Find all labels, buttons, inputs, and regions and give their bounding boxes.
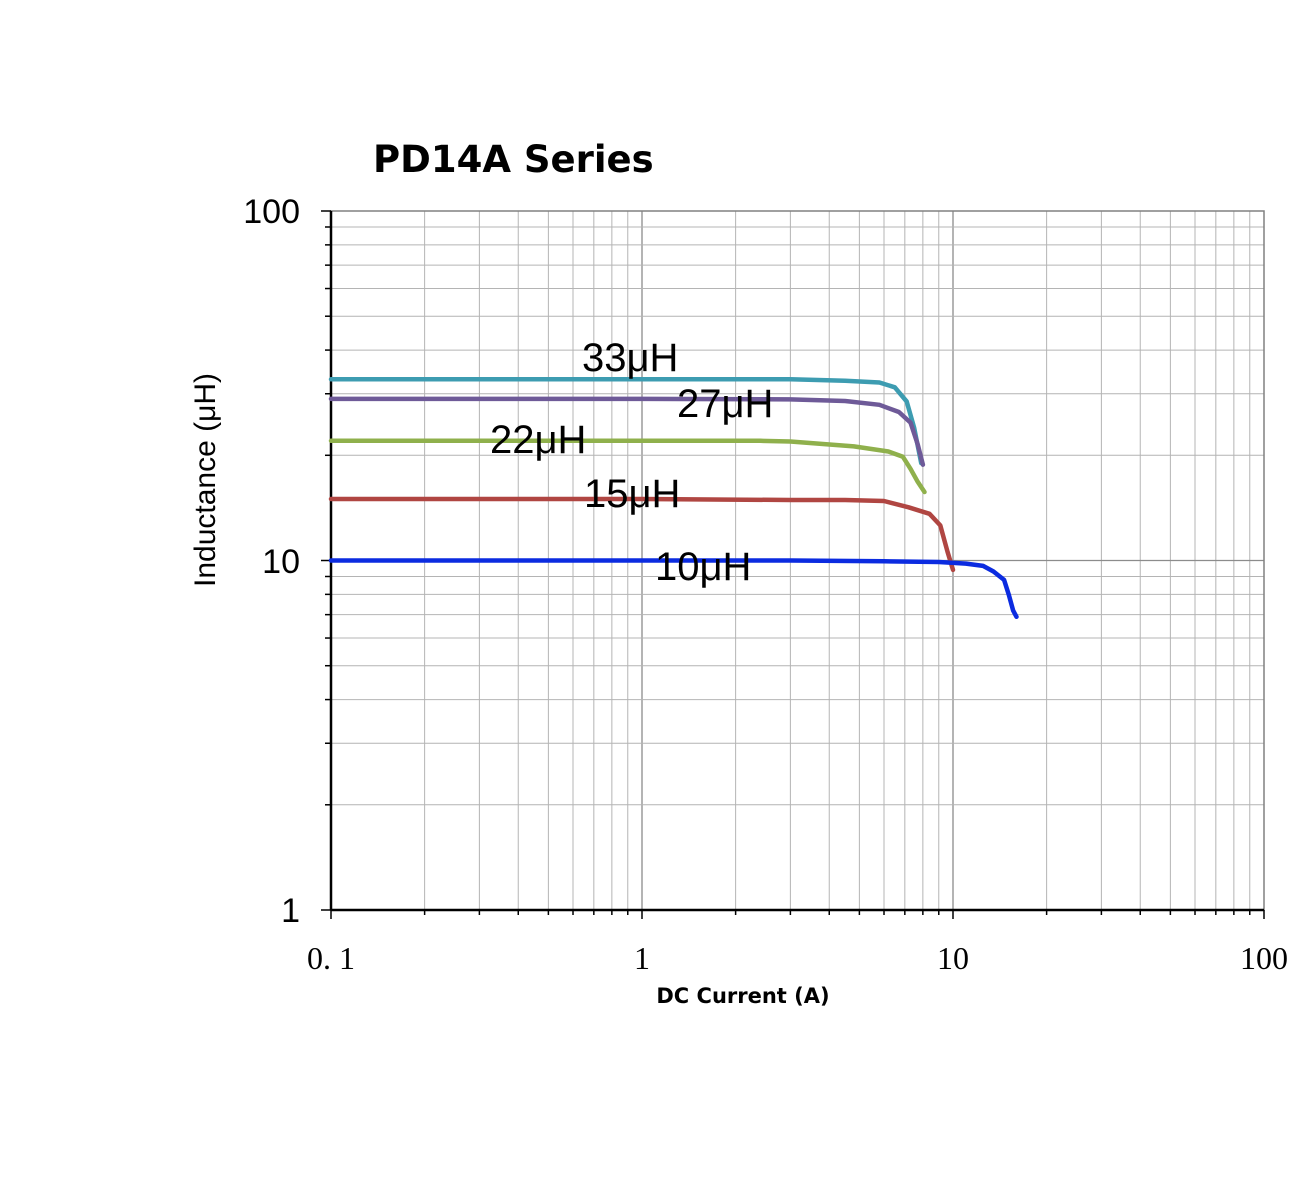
- x-tick-label-10: 10: [937, 940, 969, 976]
- y-axis-label: Inductance (μH): [189, 373, 222, 587]
- series-line-10uh: [328, 558, 1019, 620]
- x-tick-label-0-1: 0. 1: [307, 940, 355, 976]
- series-label-27uh: 27μH: [677, 382, 773, 426]
- series-label-15uh: 15μH: [584, 472, 680, 516]
- axis-ticks: [321, 210, 1265, 919]
- series-label-33uh: 33μH: [582, 336, 678, 380]
- series-label-22uh: 22μH: [490, 418, 586, 462]
- series-curves: [328, 377, 1019, 620]
- chart-title: PD14A Series: [373, 138, 654, 181]
- x-axis-label: DC Current (A): [656, 984, 829, 1008]
- series-line-15uh: [328, 496, 956, 573]
- y-tick-label-100: 100: [243, 193, 300, 231]
- series-label-10uh: 10μH: [655, 545, 751, 589]
- series-line-33uh: [328, 377, 924, 466]
- y-tick-label-10: 10: [262, 543, 300, 581]
- x-tick-label-1: 1: [634, 940, 650, 976]
- series-line-27uh: [328, 396, 926, 467]
- x-tick-label-100: 100: [1240, 940, 1288, 976]
- y-tick-label-1: 1: [281, 892, 300, 930]
- series-line-22uh: [328, 438, 927, 495]
